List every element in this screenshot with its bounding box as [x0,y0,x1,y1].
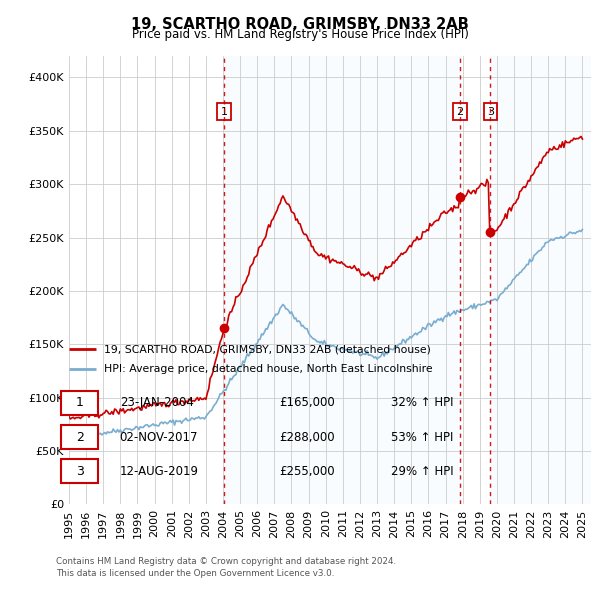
Text: HPI: Average price, detached house, North East Lincolnshire: HPI: Average price, detached house, Nort… [104,364,433,374]
Text: 3: 3 [76,465,84,478]
Text: £255,000: £255,000 [280,465,335,478]
Text: £288,000: £288,000 [280,431,335,444]
Text: 19, SCARTHO ROAD, GRIMSBY, DN33 2AB (detached house): 19, SCARTHO ROAD, GRIMSBY, DN33 2AB (det… [104,344,431,354]
Text: 2: 2 [456,107,463,117]
Text: 19, SCARTHO ROAD, GRIMSBY, DN33 2AB: 19, SCARTHO ROAD, GRIMSBY, DN33 2AB [131,17,469,31]
Text: 32% ↑ HPI: 32% ↑ HPI [391,396,454,409]
Bar [490,56,591,504]
Text: This data is licensed under the Open Government Licence v3.0.: This data is licensed under the Open Gov… [56,569,334,578]
Text: 3: 3 [487,107,494,117]
FancyBboxPatch shape [61,391,98,415]
Bar [224,56,460,504]
Text: 23-JAN-2004: 23-JAN-2004 [120,396,194,409]
Text: Price paid vs. HM Land Registry's House Price Index (HPI): Price paid vs. HM Land Registry's House … [131,28,469,41]
FancyBboxPatch shape [61,425,98,449]
Text: £165,000: £165,000 [280,396,335,409]
Text: 1: 1 [76,396,84,409]
Text: 12-AUG-2019: 12-AUG-2019 [120,465,199,478]
Text: Contains HM Land Registry data © Crown copyright and database right 2024.: Contains HM Land Registry data © Crown c… [56,558,396,566]
Text: 53% ↑ HPI: 53% ↑ HPI [391,431,454,444]
Text: 02-NOV-2017: 02-NOV-2017 [120,431,198,444]
Text: 29% ↑ HPI: 29% ↑ HPI [391,465,454,478]
Text: 2: 2 [76,431,84,444]
FancyBboxPatch shape [61,460,98,483]
Text: 1: 1 [221,107,227,117]
